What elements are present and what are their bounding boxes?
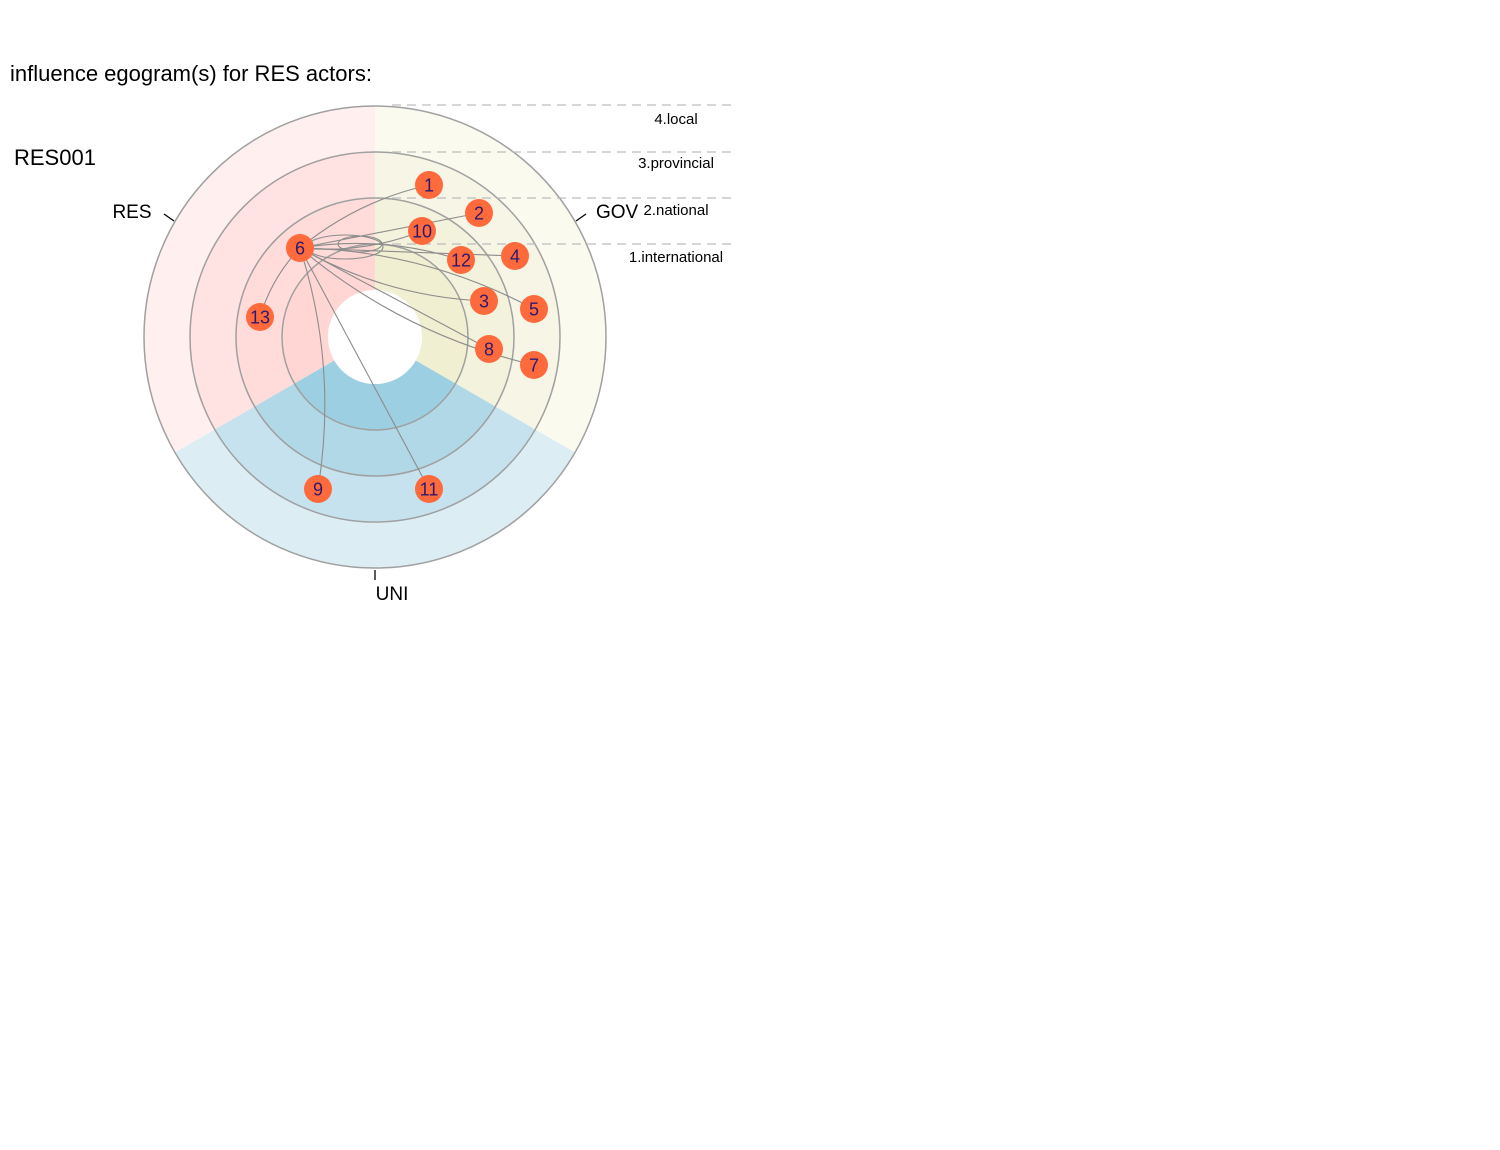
- node-3: 3: [470, 287, 498, 315]
- node-circle: [286, 234, 314, 262]
- sector-uni-band: [214, 406, 536, 523]
- sector-uni-band: [294, 360, 456, 430]
- node-circle: [520, 351, 548, 379]
- sector-label-gov: GOV: [596, 202, 639, 223]
- node-label: 6: [295, 239, 305, 259]
- edge-6-1: [299, 184, 430, 249]
- node-circle: [304, 475, 332, 503]
- node-1: 1: [415, 171, 443, 199]
- node-12: 12: [447, 246, 475, 274]
- node-13: 13: [246, 303, 274, 331]
- title-line-2: RES001: [14, 145, 96, 170]
- edge-6-5: [299, 247, 535, 310]
- level-label: 4.local: [654, 111, 697, 128]
- node-circle: [408, 217, 436, 245]
- node-5: 5: [520, 295, 548, 323]
- node-circle: [470, 287, 498, 315]
- node-6: 6: [286, 234, 314, 262]
- level-guides: 4.local 3.provincial 2.national 1.internati…: [392, 104, 735, 266]
- node-circle: [475, 335, 503, 363]
- level-ring: [189, 151, 561, 523]
- node-4: 4: [501, 242, 529, 270]
- chart-title: influence egogram(s) for RES actors: RES…: [10, 4, 372, 200]
- node-circle: [465, 199, 493, 227]
- node-9: 9: [304, 475, 332, 503]
- node-circle: [246, 303, 274, 331]
- level-ring: [235, 197, 515, 477]
- level-rings: [143, 105, 607, 569]
- sector-label-uni: UNI: [376, 584, 409, 605]
- level-label: 1.international: [629, 249, 723, 266]
- sector-tick-res: [163, 213, 175, 222]
- edge-6-12: [299, 242, 462, 261]
- sector-res-band: [190, 152, 375, 430]
- node-circle: [415, 475, 443, 503]
- node-circle: [447, 246, 475, 274]
- edge-loop: [337, 235, 383, 253]
- node-label: 2: [474, 204, 484, 224]
- node-label: 11: [420, 480, 439, 500]
- title-line-1: influence egogram(s) for RES actors:: [10, 61, 372, 86]
- sector-res-band: [282, 244, 375, 384]
- sector-gov-band: [375, 106, 606, 453]
- node-label: 4: [510, 247, 520, 267]
- node-circle: [520, 295, 548, 323]
- level-label: 2.national: [643, 202, 708, 219]
- node-label: 1: [424, 176, 434, 196]
- sector-tick-gov: [575, 213, 587, 222]
- node-circle: [501, 242, 529, 270]
- node-label: 8: [484, 340, 494, 360]
- node-7: 7: [520, 351, 548, 379]
- sector-labels: RES GOV UNI: [112, 202, 638, 605]
- node-label: 5: [529, 300, 539, 320]
- sector-uni-band: [174, 429, 576, 568]
- edge-6-7: [299, 247, 535, 366]
- node-label: 9: [313, 480, 323, 500]
- center-hole: [328, 290, 422, 384]
- edge-6-9: [299, 247, 326, 490]
- edge-6-11: [299, 247, 430, 490]
- node-10: 10: [408, 217, 436, 245]
- node-label: 3: [479, 292, 489, 312]
- node-2: 2: [465, 199, 493, 227]
- level-label: 3.provincial: [638, 155, 714, 172]
- sector-label-res: RES: [112, 202, 151, 223]
- level-ring: [143, 105, 607, 569]
- sector-res-band: [144, 106, 375, 453]
- node-11: 11: [415, 475, 443, 503]
- node-label: 13: [250, 308, 270, 328]
- node-label: 7: [529, 356, 539, 376]
- node-8: 8: [475, 335, 503, 363]
- node-label: 12: [451, 251, 471, 271]
- node-circle: [415, 171, 443, 199]
- node-label: 10: [412, 222, 432, 242]
- edge-6-8: [299, 247, 490, 350]
- sector-gov-band: [375, 244, 468, 384]
- sector-uni-band: [254, 383, 496, 477]
- edge-6-2: [299, 212, 480, 249]
